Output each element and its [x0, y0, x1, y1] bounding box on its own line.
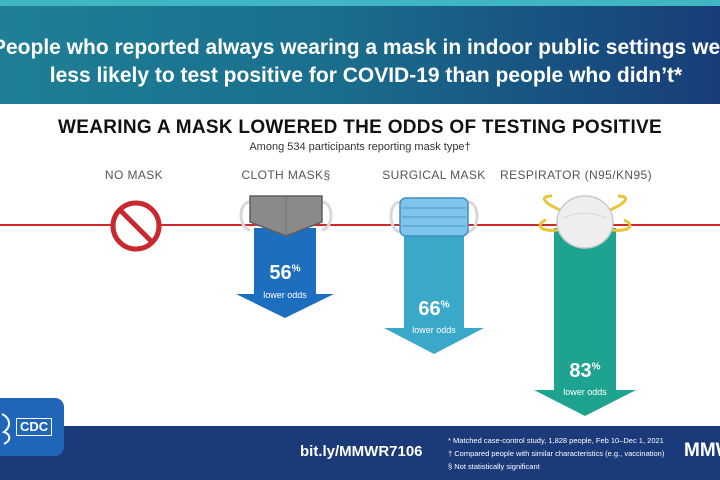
- mmwr-short-link[interactable]: bit.ly/MMWR7106: [300, 443, 423, 460]
- footnote-3: § Not statistically significant: [448, 462, 540, 471]
- header-accent-stripe: [0, 0, 720, 6]
- cdc-logo-box: [0, 398, 64, 456]
- surgical-mask-icon: [389, 197, 479, 237]
- headline-line-1: People who reported always wearing a mas…: [0, 36, 720, 59]
- respirator-odds-label: lower odds: [563, 387, 607, 397]
- respirator-mask-icon: [538, 194, 632, 249]
- surgical-odds-label: lower odds: [412, 325, 456, 335]
- baseline-line: [0, 224, 720, 226]
- chart-title: WEARING A MASK LOWERED THE ODDS OF TESTI…: [58, 117, 662, 138]
- respirator-percent: 83%: [569, 360, 601, 382]
- label-cloth-mask: CLOTH MASK§: [241, 168, 331, 182]
- respirator-arrow: [534, 228, 636, 416]
- no-mask-prohibited-icon: [110, 200, 162, 252]
- header-banner: People who reported always wearing a mas…: [0, 0, 720, 104]
- headline-line-2: less likely to test positive for COVID-1…: [49, 64, 683, 87]
- label-no-mask: NO MASK: [104, 168, 164, 182]
- surgical-percent: 66%: [418, 298, 450, 320]
- cdc-logo-text: CDC: [16, 418, 53, 436]
- cloth-mask-arrow: [236, 228, 334, 318]
- cloth-odds-label: lower odds: [263, 290, 307, 300]
- label-surgical-mask: SURGICAL MASK: [382, 168, 486, 182]
- label-respirator: RESPIRATOR (N95/KN95): [500, 168, 652, 182]
- mmwr-logo: MMWR: [684, 440, 720, 461]
- footer-bar: [0, 426, 720, 480]
- footnote-2: † Compared people with similar character…: [448, 449, 665, 458]
- surgical-mask-arrow: [384, 228, 484, 354]
- footnote-1: * Matched case-control study, 1,828 peop…: [448, 436, 664, 445]
- participants-note: Among 534 participants reporting mask ty…: [249, 141, 471, 153]
- hhs-eagle-icon: [1, 413, 11, 445]
- cloth-mask-icon: [239, 195, 333, 237]
- cloth-percent: 56%: [269, 262, 301, 284]
